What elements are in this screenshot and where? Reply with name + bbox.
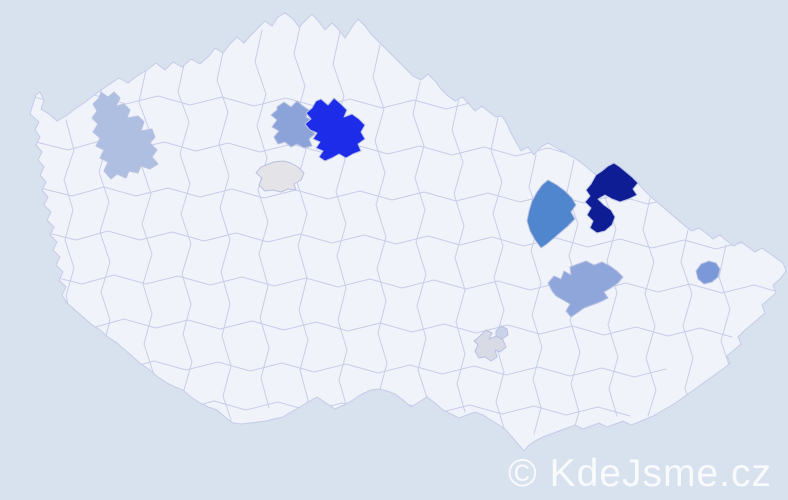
district-praha[interactable]: [255, 160, 305, 193]
district-olomouc[interactable]: [547, 260, 624, 318]
district-mlada-boleslav[interactable]: [304, 97, 366, 162]
district-trutnov[interactable]: [526, 179, 577, 249]
highlighted-districts: [91, 91, 721, 362]
district-brno-nub[interactable]: [495, 325, 509, 340]
district-karlovy-vary[interactable]: [91, 91, 159, 180]
kdejsme-watermark: © KdeJsme.cz: [508, 452, 772, 496]
district-ostrava[interactable]: [695, 260, 721, 285]
district-melnik[interactable]: [270, 100, 316, 149]
country-outline[interactable]: [29, 12, 787, 452]
district-nachod[interactable]: [584, 162, 639, 234]
district-brno[interactable]: [473, 329, 507, 362]
